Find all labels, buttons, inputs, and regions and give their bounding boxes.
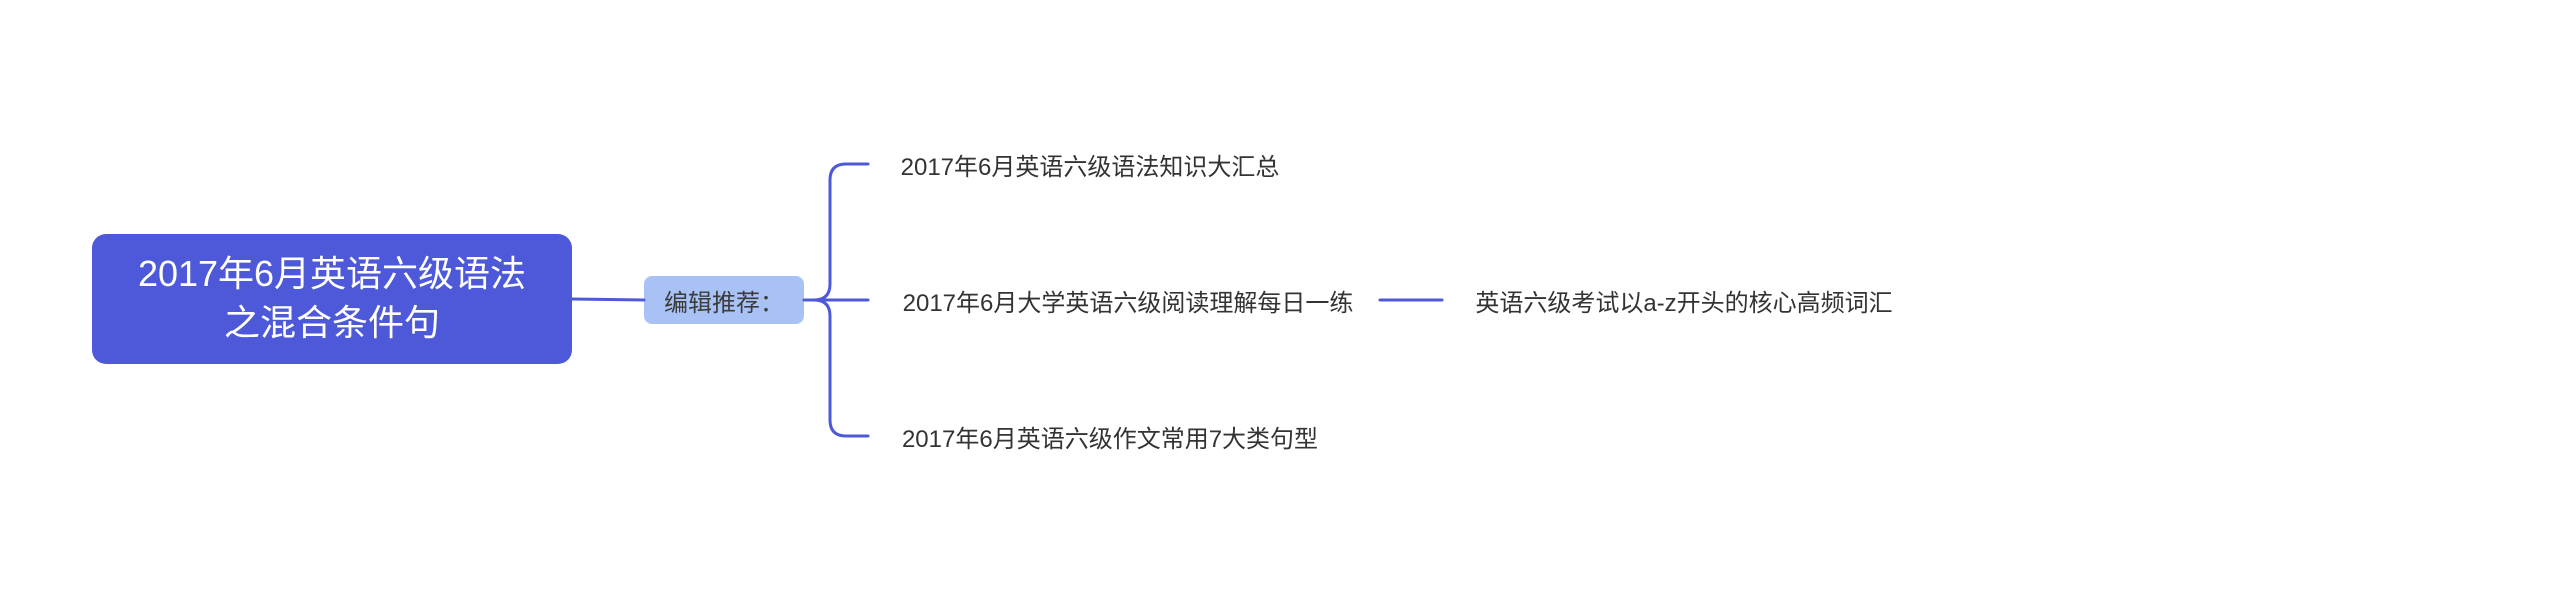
mindmap-branch-node[interactable]: 编辑推荐：: [644, 276, 804, 324]
mindmap-leaf-label: 英语六级考试以a-z开头的核心高频词汇: [1475, 283, 1892, 318]
mindmap-leaf-node[interactable]: 英语六级考试以a-z开头的核心高频词汇: [1454, 284, 1914, 316]
mindmap-leaf-node[interactable]: 2017年6月英语六级语法知识大汇总: [880, 148, 1300, 180]
mindmap-leaf-node[interactable]: 2017年6月大学英语六级阅读理解每日一练: [880, 284, 1376, 316]
mindmap-leaf-label: 2017年6月英语六级作文常用7大类句型: [902, 419, 1318, 454]
mindmap-root-label: 2017年6月英语六级语法之混合条件句: [138, 250, 526, 347]
mindmap-leaf-node[interactable]: 2017年6月英语六级作文常用7大类句型: [880, 420, 1340, 452]
mindmap-branch-label: 编辑推荐：: [664, 283, 784, 318]
mindmap-leaf-label: 2017年6月英语六级语法知识大汇总: [901, 147, 1280, 182]
mindmap-leaf-label: 2017年6月大学英语六级阅读理解每日一练: [903, 283, 1354, 318]
mindmap-root-node[interactable]: 2017年6月英语六级语法之混合条件句: [92, 234, 572, 364]
